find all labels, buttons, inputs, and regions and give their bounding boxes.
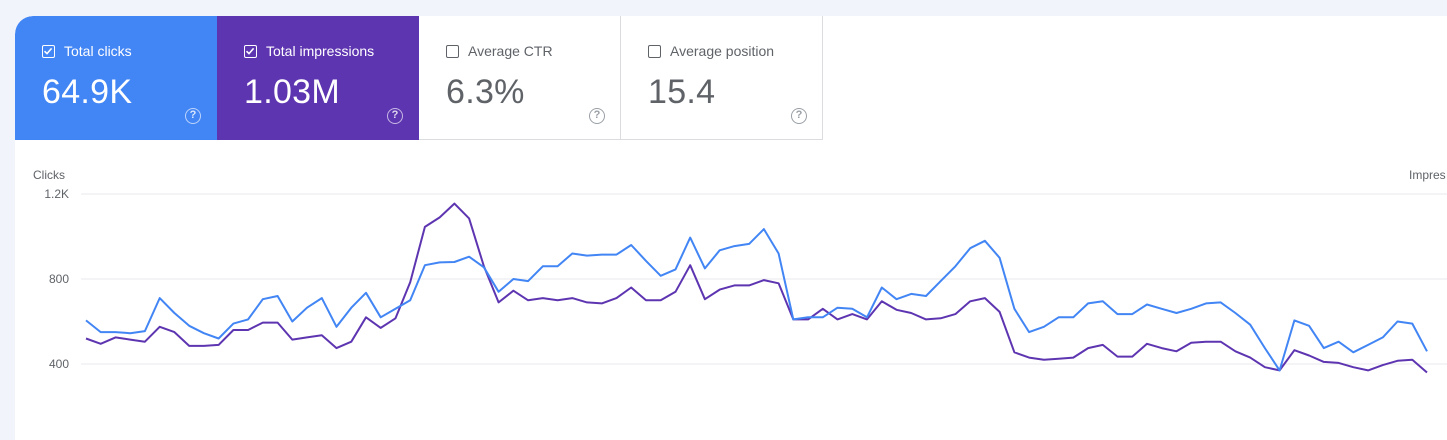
performance-panel: Total clicks 64.9K ? Total impressions 1…: [15, 16, 1447, 440]
checkbox-checked-icon[interactable]: [42, 44, 55, 58]
average-position-label: Average position: [670, 43, 775, 59]
total-clicks-card[interactable]: Total clicks 64.9K ?: [15, 16, 217, 140]
clicks-series-line[interactable]: [85, 228, 1428, 372]
y-tick-label: 400: [48, 357, 69, 371]
average-ctr-value: 6.3%: [446, 73, 525, 111]
checkbox-unchecked-icon[interactable]: [446, 44, 459, 58]
help-icon[interactable]: ?: [185, 108, 201, 124]
y-axis-title-right: Impres: [1409, 168, 1446, 182]
y-tick-label: 1.2K: [44, 187, 69, 201]
checkbox-unchecked-icon[interactable]: [648, 44, 661, 58]
performance-chart[interactable]: [15, 16, 1447, 440]
average-ctr-label: Average CTR: [468, 43, 553, 59]
average-ctr-header: Average CTR: [446, 43, 553, 59]
y-axis-title-left: Clicks: [33, 168, 65, 182]
total-clicks-value: 64.9K: [42, 73, 133, 111]
y-tick-label: 800: [48, 272, 69, 286]
help-icon[interactable]: ?: [791, 108, 807, 124]
total-impressions-header: Total impressions: [244, 43, 374, 59]
help-icon[interactable]: ?: [589, 108, 605, 124]
total-clicks-header: Total clicks: [42, 43, 132, 59]
average-position-card[interactable]: Average position 15.4 ?: [621, 16, 823, 140]
average-position-value: 15.4: [648, 73, 716, 111]
average-position-header: Average position: [648, 43, 774, 59]
average-ctr-card[interactable]: Average CTR 6.3% ?: [419, 16, 621, 140]
help-icon[interactable]: ?: [387, 108, 403, 124]
total-impressions-card[interactable]: Total impressions 1.03M ?: [217, 16, 419, 140]
total-clicks-label: Total clicks: [64, 43, 132, 59]
checkbox-checked-icon[interactable]: [244, 44, 257, 58]
total-impressions-value: 1.03M: [244, 73, 340, 111]
total-impressions-label: Total impressions: [266, 43, 375, 59]
metric-cards: Total clicks 64.9K ? Total impressions 1…: [15, 16, 823, 140]
impressions-series-line[interactable]: [85, 202, 1428, 374]
